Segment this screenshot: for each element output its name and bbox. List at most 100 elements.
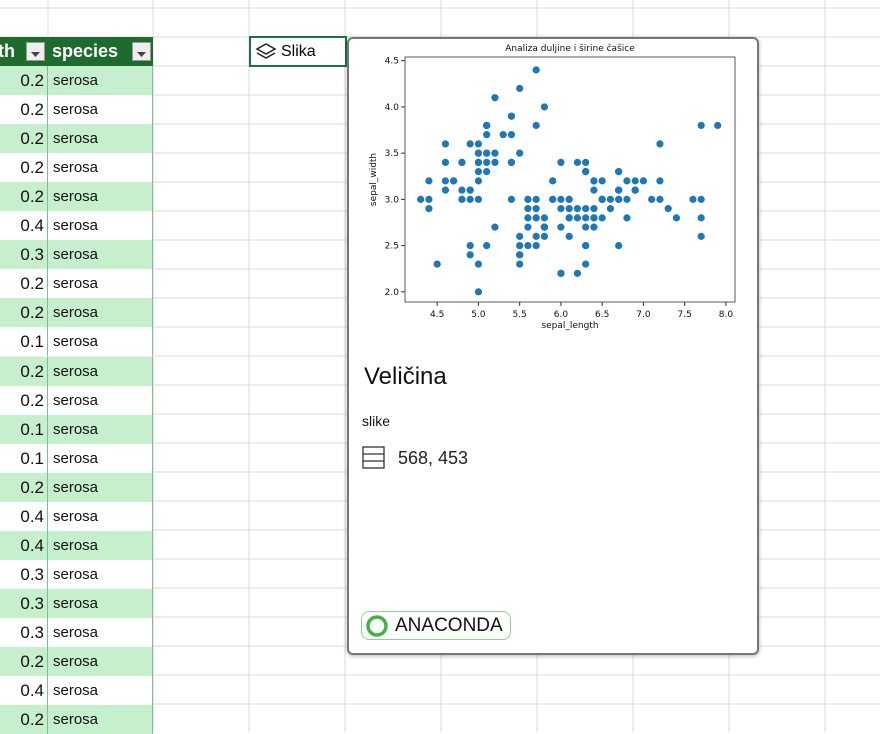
card-heading: Veličina [364, 363, 447, 390]
point [474, 140, 483, 148]
point [540, 223, 549, 231]
cell-number: 0.2 [0, 182, 48, 212]
chart-title: Analiza duljine i širine čašice [505, 43, 635, 54]
point [565, 214, 573, 222]
filter-button[interactable] [132, 42, 151, 61]
point [623, 214, 631, 222]
cell-text: serosa [48, 95, 153, 125]
point [573, 269, 582, 277]
point [598, 177, 606, 185]
point [656, 140, 664, 148]
point [524, 214, 532, 222]
point [631, 186, 639, 194]
point [483, 149, 491, 157]
slika-button[interactable]: Slika [249, 36, 347, 67]
point [615, 242, 623, 250]
point [549, 195, 557, 203]
point [483, 121, 491, 130]
point [557, 269, 565, 277]
point [565, 205, 573, 213]
point [524, 205, 532, 213]
point [483, 131, 491, 139]
x-tick-label: 6.0 [554, 310, 569, 320]
point [540, 103, 549, 111]
point [664, 205, 672, 213]
point [689, 195, 697, 203]
cell-number: 0.1 [0, 327, 48, 357]
point [557, 158, 565, 166]
point [582, 205, 590, 213]
cell-text: serosa [48, 124, 153, 154]
point [582, 242, 590, 250]
point [598, 195, 606, 203]
point [466, 195, 474, 203]
card: Analiza duljine i širine čašice 4.5 5.0 5.5… [347, 37, 759, 655]
cell-number: 0.2 [0, 153, 48, 183]
y-axis-label: sepal_width [369, 153, 379, 206]
point [491, 223, 499, 231]
cell-text: serosa [48, 617, 153, 647]
x-tick-label: 7.0 [636, 310, 651, 320]
point [697, 195, 705, 203]
point [491, 94, 499, 102]
anaconda-logo [366, 615, 388, 637]
x-tick-label: 5.0 [471, 310, 486, 320]
point [532, 195, 540, 203]
cell-number: 0.2 [0, 705, 48, 734]
point [466, 186, 474, 194]
card-value: 568, 453 [398, 448, 469, 468]
point [615, 186, 623, 194]
point [582, 260, 590, 268]
point [417, 195, 425, 203]
point [466, 251, 474, 259]
point [532, 214, 540, 222]
layers-icon [255, 43, 277, 59]
point [540, 232, 549, 240]
x-tick-label: 6.5 [595, 310, 609, 320]
point [516, 149, 524, 157]
point [458, 158, 466, 166]
point [615, 168, 623, 176]
anaconda-button[interactable]: ANACONDA [361, 611, 511, 640]
y-tick-label: 4.5 [385, 57, 399, 67]
point [474, 288, 483, 296]
point [598, 214, 606, 222]
point [516, 84, 524, 93]
point [557, 205, 565, 213]
point [532, 66, 540, 74]
cell-text: serosa [48, 182, 153, 212]
cell-number: 0.4 [0, 676, 48, 706]
point [425, 177, 433, 185]
point [491, 158, 499, 166]
y-tick-label: 4.0 [385, 103, 400, 113]
point [516, 260, 524, 268]
point [532, 242, 540, 250]
point [516, 232, 524, 240]
point [450, 177, 458, 185]
cell-text: serosa [48, 530, 153, 560]
point [549, 177, 557, 185]
point [524, 242, 532, 250]
point [623, 195, 631, 203]
cell-text: serosa [48, 588, 153, 618]
cell-number: 0.1 [0, 443, 48, 473]
point [524, 223, 532, 231]
point [483, 168, 491, 176]
filter-button[interactable] [26, 42, 45, 61]
cell-number: 0.2 [0, 95, 48, 125]
point [557, 195, 565, 203]
x-axis-label: sepal_length [541, 321, 598, 331]
point [582, 223, 590, 231]
point [590, 205, 598, 213]
point [714, 121, 722, 130]
point [573, 214, 582, 222]
cell-text: serosa [48, 647, 153, 676]
cell-text: serosa [48, 356, 153, 386]
cell-text: serosa [48, 66, 153, 95]
y-tick-label: 2.5 [385, 242, 399, 252]
point [466, 140, 474, 148]
point [441, 177, 450, 185]
point [425, 205, 433, 213]
point [623, 177, 631, 185]
